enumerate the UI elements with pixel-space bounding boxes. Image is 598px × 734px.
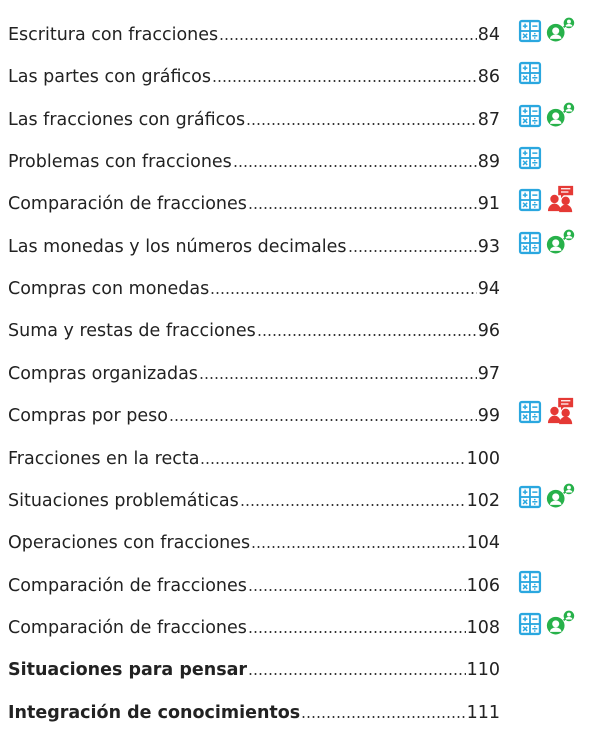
entry-page: 104 <box>466 533 500 554</box>
toc-entry: Fracciones en la recta 100 <box>8 438 500 480</box>
entry-title: Compras por peso <box>8 406 168 427</box>
entry-page: 94 <box>477 279 500 300</box>
calculator-icon <box>518 485 542 509</box>
dot-leader <box>347 248 477 253</box>
calculator-icon <box>518 19 542 43</box>
toc-entry: Situaciones para pensar 110 <box>8 649 500 691</box>
toc-entry: Suma y restas de fracciones 96 <box>8 310 500 352</box>
entry-title: Problemas con fracciones <box>8 152 232 173</box>
calculator-icon <box>518 61 542 85</box>
entry-title: Integración de conocimientos <box>8 702 301 723</box>
calculator-icon <box>518 400 542 424</box>
dot-leader <box>219 37 477 41</box>
entry-page: 108 <box>466 617 500 638</box>
toc-entry: Comparación de fracciones 108 <box>8 607 500 649</box>
calculator-icon <box>518 146 542 170</box>
dot-leader <box>247 206 477 211</box>
entry-title: Operaciones con fracciones <box>8 533 251 554</box>
toc-entry: Operaciones con fracciones 104 <box>8 522 500 564</box>
toc-entry: Compras por peso 99 <box>8 395 500 437</box>
entry-page: 93 <box>477 236 500 257</box>
entry-title: Las fracciones con gráficos <box>8 109 246 130</box>
dot-leader <box>232 164 477 169</box>
toc-entry: Comparación de fracciones 91 <box>8 183 500 225</box>
calculator-icon <box>518 570 542 594</box>
talk-icon <box>546 185 576 213</box>
dot-leader <box>247 629 466 634</box>
entry-title: Comparación de fracciones <box>8 575 247 596</box>
dot-leader <box>256 333 477 338</box>
calculator-icon <box>518 231 542 255</box>
team-icon <box>546 101 576 129</box>
entry-title: Comparación de fracciones <box>8 617 247 638</box>
entry-page: 111 <box>466 702 500 723</box>
entry-title: Las partes con gráficos <box>8 67 211 88</box>
calculator-icon <box>518 104 542 128</box>
entry-title: Las monedas y los números decimales <box>8 236 347 257</box>
entry-page: 102 <box>466 490 500 511</box>
team-icon <box>546 16 576 44</box>
toc-entry: Las monedas y los números decimales 93 <box>8 226 500 268</box>
dot-leader <box>198 375 477 380</box>
toc-entry: Situaciones problemáticas 102 <box>8 480 500 522</box>
talk-icon <box>546 397 576 425</box>
entry-title: Situaciones para pensar <box>8 660 248 681</box>
toc-entry: Las partes con gráficos 86 <box>8 56 500 98</box>
entry-page: 86 <box>477 67 500 88</box>
entry-title: Compras con monedas <box>8 279 210 300</box>
entry-page: 99 <box>477 406 500 427</box>
toc-entry: Comparación de fracciones 106 <box>8 565 500 607</box>
entry-title: Comparación de fracciones <box>8 194 247 215</box>
team-icon <box>546 228 576 256</box>
team-icon <box>546 482 576 510</box>
entry-title: Compras organizadas <box>8 363 198 384</box>
toc-entry: Problemas con fracciones 89 <box>8 141 500 183</box>
entry-page: 96 <box>477 321 500 342</box>
toc-entry: Compras con monedas 94 <box>8 268 500 310</box>
toc-entry: Integración de conocimientos 111 <box>8 692 500 734</box>
dot-leader <box>246 121 477 126</box>
entry-page: 100 <box>466 448 500 469</box>
toc-entry: Las fracciones con gráficos 87 <box>8 99 500 141</box>
team-icon <box>546 609 576 637</box>
dot-leader <box>211 79 477 84</box>
dot-leader <box>210 291 477 296</box>
entry-page: 91 <box>477 194 500 215</box>
entry-title: Suma y restas de fracciones <box>8 321 256 342</box>
entry-title: Situaciones problemáticas <box>8 490 239 511</box>
entry-page: 89 <box>477 152 500 173</box>
entry-page: 97 <box>477 363 500 384</box>
dot-leader <box>239 502 466 507</box>
toc-entry: Compras organizadas 97 <box>8 353 500 395</box>
calculator-icon <box>518 612 542 636</box>
dot-leader <box>251 545 466 550</box>
dot-leader <box>168 418 477 423</box>
toc-entry: Escritura con fracciones 84 <box>8 14 500 56</box>
dot-leader <box>247 587 466 592</box>
entry-title: Fracciones en la recta <box>8 448 200 469</box>
dot-leader <box>248 672 466 677</box>
dot-leader <box>301 714 466 719</box>
entry-page: 110 <box>466 660 500 681</box>
dot-leader <box>200 460 466 465</box>
entry-page: 84 <box>477 25 500 45</box>
entry-title: Escritura con fracciones <box>8 25 219 45</box>
calculator-icon <box>518 188 542 212</box>
entry-page: 87 <box>477 109 500 130</box>
entry-page: 106 <box>466 575 500 596</box>
